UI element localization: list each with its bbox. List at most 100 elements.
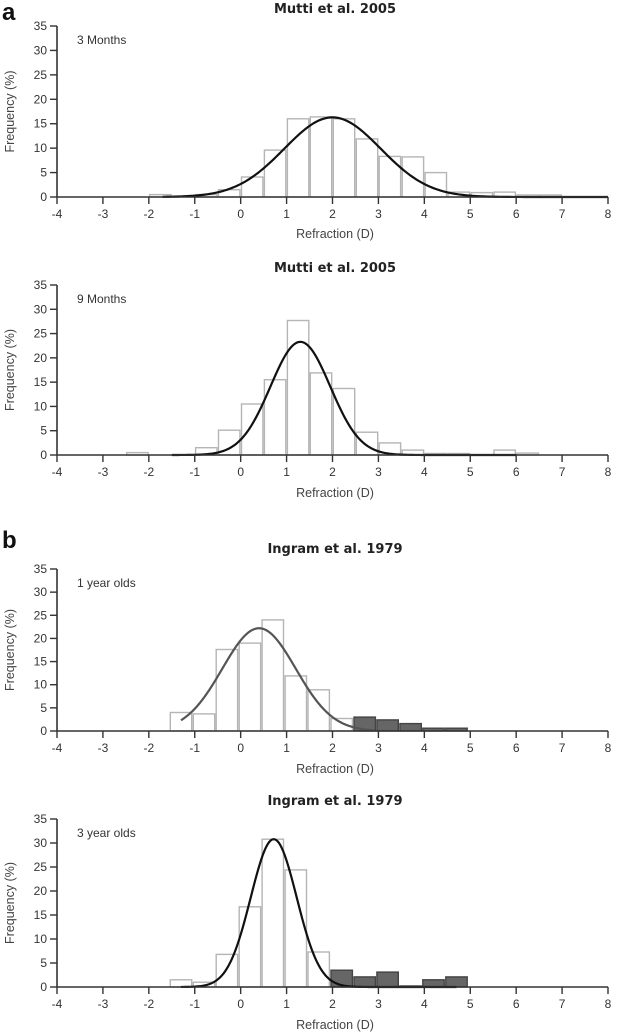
y-tick-label: 5 xyxy=(40,701,47,715)
x-tick-label: 3 xyxy=(375,465,382,479)
x-tick-label: -3 xyxy=(98,741,109,755)
y-tick-label: 25 xyxy=(34,327,48,341)
x-tick-label: -2 xyxy=(143,741,154,755)
x-tick-label: 2 xyxy=(329,741,336,755)
chart-title: Ingram et al. 1979 xyxy=(267,794,402,809)
y-tick-label: 0 xyxy=(40,980,47,994)
y-tick-label: 30 xyxy=(34,302,48,316)
histogram-bar xyxy=(284,869,308,988)
y-tick-label: 25 xyxy=(34,68,48,82)
y-tick-label: 15 xyxy=(34,375,48,389)
y-tick-label: 35 xyxy=(34,562,48,576)
histogram-bar-dark xyxy=(399,722,422,732)
y-tick-label: 5 xyxy=(40,424,47,438)
x-tick-label: 4 xyxy=(421,997,428,1011)
histogram-bar-dark xyxy=(376,719,399,732)
y-tick-label: 15 xyxy=(34,908,48,922)
x-tick-label: 6 xyxy=(513,997,520,1011)
histogram-bar xyxy=(355,431,379,456)
y-tick-label: 30 xyxy=(34,585,48,599)
chart-title: Ingram et al. 1979 xyxy=(267,542,402,557)
y-tick-label: 30 xyxy=(34,43,48,57)
y-tick-label: 35 xyxy=(34,278,48,292)
x-tick-label: -4 xyxy=(52,741,63,755)
x-tick-label: -2 xyxy=(143,207,154,221)
y-tick-label: 35 xyxy=(34,812,48,826)
y-tick-label: 15 xyxy=(34,655,48,669)
x-tick-label: 7 xyxy=(559,997,566,1011)
y-tick-label: 20 xyxy=(34,631,48,645)
x-axis-title: Refraction (D) xyxy=(296,1018,374,1032)
histogram-bar xyxy=(286,118,310,198)
y-tick-label: 10 xyxy=(34,399,48,413)
histogram-bar xyxy=(307,951,331,988)
chart-mutti-9-months: Mutti et al. 2005 9 Months -4 -3 -2 -1 0 1 2 3 4 5 6… xyxy=(3,261,612,500)
histogram-bar xyxy=(240,176,264,198)
x-tick-label: 0 xyxy=(237,465,244,479)
histogram-bar xyxy=(192,713,216,732)
chart-mutti-3-months: Mutti et al. 2005 3 Months -4 -3 -2 -1 0 1 2 3 4 5 6… xyxy=(3,2,612,241)
x-tick-label: -2 xyxy=(143,997,154,1011)
y-tick-label: 20 xyxy=(34,351,48,365)
x-tick-label: 0 xyxy=(237,997,244,1011)
x-tick-label: -3 xyxy=(98,465,109,479)
y-tick-label: 0 xyxy=(40,448,47,462)
histogram-bar xyxy=(309,116,333,198)
normal-fit-curve xyxy=(180,627,374,732)
y-axis-title: Frequency (%) xyxy=(3,71,17,153)
x-tick-label: 1 xyxy=(283,207,290,221)
panel-label-a: a xyxy=(2,0,16,26)
x-tick-label: -3 xyxy=(98,207,109,221)
y-tick-label: 10 xyxy=(34,678,48,692)
y-tick-label: 25 xyxy=(34,860,48,874)
y-tick-label: 20 xyxy=(34,884,48,898)
x-tick-label: 7 xyxy=(559,465,566,479)
x-tick-label: 3 xyxy=(375,207,382,221)
y-tick-label: 0 xyxy=(40,190,47,204)
x-tick-label: 4 xyxy=(421,207,428,221)
x-tick-label: 5 xyxy=(467,207,474,221)
y-tick-label: 25 xyxy=(34,608,48,622)
x-tick-label: -1 xyxy=(189,465,200,479)
y-tick-label: 0 xyxy=(40,724,47,738)
x-axis-title: Refraction (D) xyxy=(296,486,374,500)
y-tick-label: 20 xyxy=(34,92,48,106)
x-tick-label: 6 xyxy=(513,207,520,221)
chart-ingram-1-year: Ingram et al. 1979 1 year olds -4 -3 -2 -1 0 1 2… xyxy=(3,542,612,776)
histogram-bar xyxy=(286,319,310,456)
x-tick-label: 1 xyxy=(283,741,290,755)
y-axis-title: Frequency (%) xyxy=(3,329,17,411)
histogram-bar-dark xyxy=(376,971,399,988)
histogram-bar xyxy=(284,675,308,732)
y-tick-label: 10 xyxy=(34,141,48,155)
x-tick-label: 5 xyxy=(467,741,474,755)
x-tick-label: 6 xyxy=(513,465,520,479)
x-tick-label: -1 xyxy=(189,741,200,755)
age-group-label: 3 year olds xyxy=(77,826,136,840)
histogram-bar xyxy=(238,642,262,732)
y-tick-label: 10 xyxy=(34,932,48,946)
x-tick-label: 2 xyxy=(329,997,336,1011)
x-tick-label: 8 xyxy=(605,465,612,479)
x-tick-label: 4 xyxy=(421,465,428,479)
chart-title: Mutti et al. 2005 xyxy=(274,2,396,17)
histogram-bar xyxy=(261,838,285,988)
y-tick-label: 15 xyxy=(34,117,48,131)
x-tick-label: 3 xyxy=(375,741,382,755)
histogram-bar xyxy=(215,953,239,988)
y-tick-label: 5 xyxy=(40,956,47,970)
age-group-label: 1 year olds xyxy=(77,576,136,590)
histogram-bar-dark xyxy=(353,976,377,988)
age-group-label: 3 Months xyxy=(77,33,126,47)
y-axis-title: Frequency (%) xyxy=(3,609,17,691)
histogram-bar xyxy=(238,906,262,988)
x-axis-title: Refraction (D) xyxy=(296,762,374,776)
y-tick-label: 5 xyxy=(40,166,47,180)
x-axis-title: Refraction (D) xyxy=(296,227,374,241)
histogram-bar xyxy=(332,118,356,198)
x-tick-label: 1 xyxy=(283,465,290,479)
y-tick-label: 35 xyxy=(34,19,48,33)
x-tick-label: 8 xyxy=(605,207,612,221)
histogram-bar-dark xyxy=(445,976,468,988)
